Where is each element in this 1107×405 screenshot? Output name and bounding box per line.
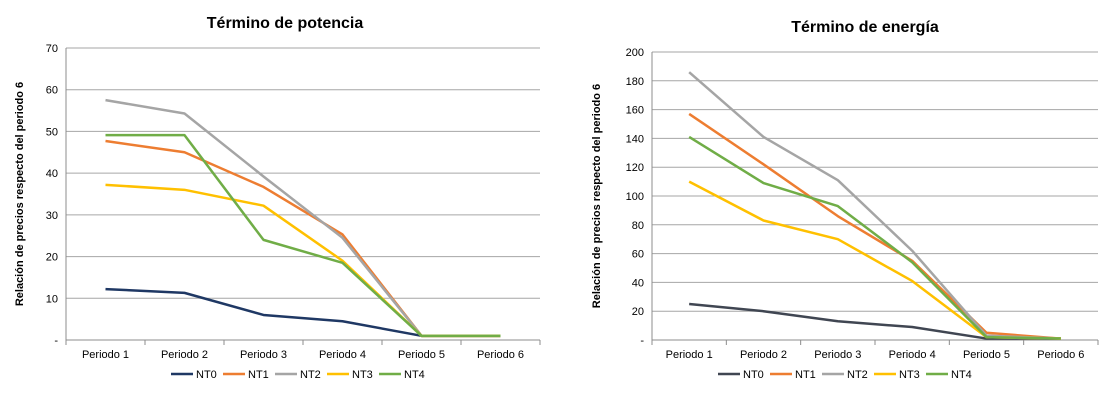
y-tick-label: 160 xyxy=(626,105,644,117)
legend-label-nt2: NT2 xyxy=(300,369,321,381)
y-tick-label: 40 xyxy=(46,168,58,180)
legend-label-nt3: NT3 xyxy=(899,369,920,381)
y-tick-label: 120 xyxy=(626,162,644,174)
series-line-nt1 xyxy=(688,112,1061,340)
x-tick-label: Periodo 4 xyxy=(319,349,366,361)
chart-title: Término de energía xyxy=(791,19,939,36)
y-tick-label: 20 xyxy=(46,252,58,264)
x-tick-label: Periodo 6 xyxy=(1037,349,1084,361)
series-line-nt4 xyxy=(688,135,1061,340)
y-tick-label: 140 xyxy=(626,133,644,145)
legend-label-nt0: NT0 xyxy=(196,369,217,381)
y-tick-label: 60 xyxy=(46,85,58,97)
legend-label-nt1: NT1 xyxy=(248,369,269,381)
y-tick-label: 20 xyxy=(632,306,644,318)
x-tick-label: Periodo 6 xyxy=(477,349,524,361)
series-line-nt4 xyxy=(105,133,501,338)
x-tick-label: Periodo 2 xyxy=(740,349,787,361)
x-tick-label: Periodo 3 xyxy=(814,349,861,361)
y-tick-label: 100 xyxy=(626,191,644,203)
y-tick-label: 10 xyxy=(46,293,58,305)
legend-label-nt4: NT4 xyxy=(404,369,425,381)
legend-label-nt0: NT0 xyxy=(743,369,764,381)
x-tick-label: Periodo 5 xyxy=(963,349,1010,361)
legend-label-nt3: NT3 xyxy=(352,369,373,381)
y-tick-label: 180 xyxy=(626,76,644,88)
series-line-nt0 xyxy=(105,287,501,338)
y-tick-label: 80 xyxy=(632,220,644,232)
y-tick-label: - xyxy=(54,335,58,347)
series-line-nt1 xyxy=(105,139,501,338)
legend-label-nt1: NT1 xyxy=(795,369,816,381)
y-tick-label: 50 xyxy=(46,126,58,138)
y-tick-label: 60 xyxy=(632,249,644,261)
x-tick-label: Periodo 2 xyxy=(161,349,208,361)
chart-title: Término de potencia xyxy=(207,15,364,32)
y-tick-label: 200 xyxy=(626,47,644,59)
series-line-nt2 xyxy=(688,71,1061,340)
legend-label-nt4: NT4 xyxy=(951,369,972,381)
chart-termino-potencia: Término de potencia - 10 20 30 40 50 60 70 Period… xyxy=(14,15,541,381)
x-tick-label: Periodo 1 xyxy=(666,349,713,361)
y-tick-label: 40 xyxy=(632,277,644,289)
y-tick-label: - xyxy=(640,335,644,347)
x-tick-label: Periodo 4 xyxy=(889,349,936,361)
legend-label-nt2: NT2 xyxy=(847,369,868,381)
y-axis-label: Relación de precios respecto del periodo… xyxy=(14,82,26,306)
x-tick-label: Periodo 5 xyxy=(398,349,445,361)
x-tick-label: Periodo 3 xyxy=(240,349,287,361)
y-axis-label: Relación de precios respecto del periodo… xyxy=(591,84,603,308)
x-tick-label: Periodo 1 xyxy=(82,349,129,361)
y-tick-label: 30 xyxy=(46,210,58,222)
chart-termino-energia: Término de energía - 20 40 60 80 100 120 140 160 1… xyxy=(591,19,1099,381)
y-tick-label: 70 xyxy=(46,43,58,55)
series-line-nt3 xyxy=(688,180,1061,340)
